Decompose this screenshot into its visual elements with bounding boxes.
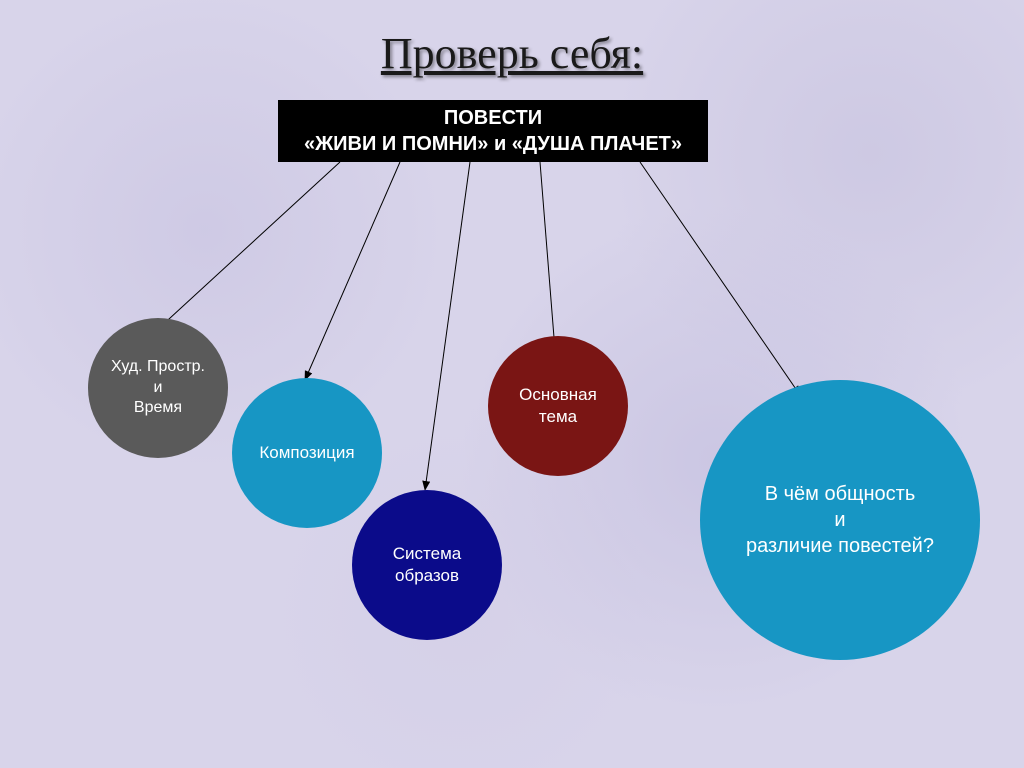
circle-label-main-theme: Основнаятема bbox=[519, 384, 597, 428]
circle-composition: Композиция bbox=[232, 378, 382, 528]
circle-label-commonality: В чём общностьиразличие повестей? bbox=[746, 481, 934, 559]
circle-image-system: Системаобразов bbox=[352, 490, 502, 640]
header-line-1: ПОВЕСТИ bbox=[278, 105, 708, 131]
header-box: ПОВЕСТИ «ЖИВИ И ПОМНИ» и «ДУША ПЛАЧЕТ» bbox=[278, 100, 708, 162]
circle-label-image-system: Системаобразов bbox=[393, 543, 461, 587]
header-line-2: «ЖИВИ И ПОМНИ» и «ДУША ПЛАЧЕТ» bbox=[278, 131, 708, 157]
circle-commonality: В чём общностьиразличие повестей? bbox=[700, 380, 980, 660]
circle-space-time: Худ. Простр.иВремя bbox=[88, 318, 228, 458]
circle-main-theme: Основнаятема bbox=[488, 336, 628, 476]
page-title: Проверь себя: bbox=[381, 28, 643, 79]
circle-label-composition: Композиция bbox=[259, 442, 354, 464]
circle-label-space-time: Худ. Простр.иВремя bbox=[111, 357, 205, 419]
